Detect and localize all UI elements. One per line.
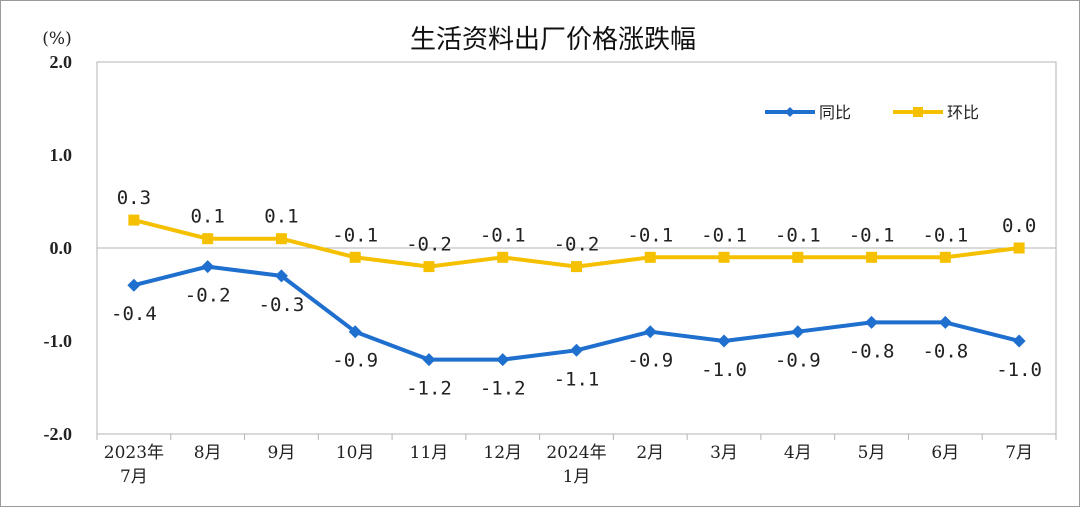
data-label: -0.2 (406, 234, 452, 256)
data-label: -0.1 (627, 224, 673, 246)
x-tick-label: 5月 (858, 443, 886, 463)
x-tick-label: 2023年 7月 (104, 443, 164, 487)
data-label: -1.0 (701, 359, 747, 381)
data-label: 0.1 (264, 206, 298, 228)
x-tick-label: 4月 (784, 443, 812, 463)
x-tick-label: 2024年 1月 (546, 443, 606, 487)
legend-label: 同比 (819, 103, 851, 122)
data-point (866, 251, 878, 263)
data-label: -0.1 (775, 224, 821, 246)
data-point (571, 261, 582, 273)
data-point (202, 233, 214, 245)
chart-title: 生活资料出厂价格涨跌幅 (410, 25, 696, 55)
legend-marker (785, 107, 795, 117)
data-label: -0.1 (849, 224, 895, 246)
data-point (717, 334, 731, 348)
data-label: -0.1 (922, 224, 968, 246)
data-label: -0.1 (332, 224, 378, 246)
y-tick-label: -2.0 (44, 424, 73, 444)
data-label: -1.0 (996, 359, 1042, 381)
x-tick-label: 10月 (336, 443, 375, 463)
data-point (497, 251, 509, 263)
y-tick-label: 0.0 (50, 238, 73, 258)
data-label: -0.9 (775, 350, 821, 372)
data-point (644, 251, 656, 263)
data-point (1013, 242, 1025, 254)
data-label: -0.8 (849, 340, 895, 362)
x-tick-label: 12月 (483, 443, 522, 463)
data-label: -0.1 (701, 224, 747, 246)
data-point (128, 214, 140, 226)
data-label: -0.8 (922, 340, 968, 362)
data-label: -0.9 (332, 350, 378, 372)
data-point (1012, 334, 1026, 348)
data-label: -1.2 (480, 378, 526, 400)
data-label: -1.2 (406, 378, 452, 400)
y-tick-label: 2.0 (50, 52, 73, 72)
y-tick-label: -1.0 (44, 331, 73, 351)
data-point (349, 251, 361, 263)
data-label: 0.1 (190, 206, 224, 228)
data-label: 0.0 (1002, 215, 1036, 237)
x-tick-label: 3月 (710, 443, 738, 463)
data-label: -0.9 (627, 350, 673, 372)
data-point (275, 233, 287, 245)
data-point (348, 325, 362, 339)
x-tick-label: 6月 (931, 443, 959, 463)
data-point (938, 315, 952, 329)
data-label: -0.3 (259, 294, 305, 316)
data-label: -0.2 (185, 285, 231, 307)
data-point (718, 251, 730, 263)
data-point (201, 260, 215, 274)
data-label: -0.4 (111, 303, 157, 325)
legend-marker (913, 107, 923, 117)
x-tick-label: 7月 (1005, 443, 1033, 463)
data-point (643, 325, 657, 339)
data-point (127, 278, 141, 292)
data-label: -0.1 (480, 224, 526, 246)
data-point (274, 269, 288, 283)
y-unit-label: (%) (42, 29, 71, 49)
data-label: -0.2 (554, 234, 600, 256)
data-point (422, 353, 436, 367)
data-point (791, 325, 805, 339)
x-tick-label: 8月 (194, 443, 222, 463)
x-tick-label: 11月 (410, 443, 449, 463)
data-point (865, 315, 879, 329)
data-point (496, 353, 510, 367)
x-tick-label: 9月 (268, 443, 296, 463)
data-point (423, 261, 435, 273)
data-point (792, 251, 804, 263)
y-tick-label: 1.0 (50, 145, 73, 165)
data-point (570, 343, 583, 357)
legend-label: 环比 (947, 103, 979, 122)
x-tick-label: 2月 (636, 443, 664, 463)
data-label: 0.3 (117, 187, 151, 209)
data-label: -1.1 (554, 368, 600, 390)
data-point (939, 251, 951, 263)
